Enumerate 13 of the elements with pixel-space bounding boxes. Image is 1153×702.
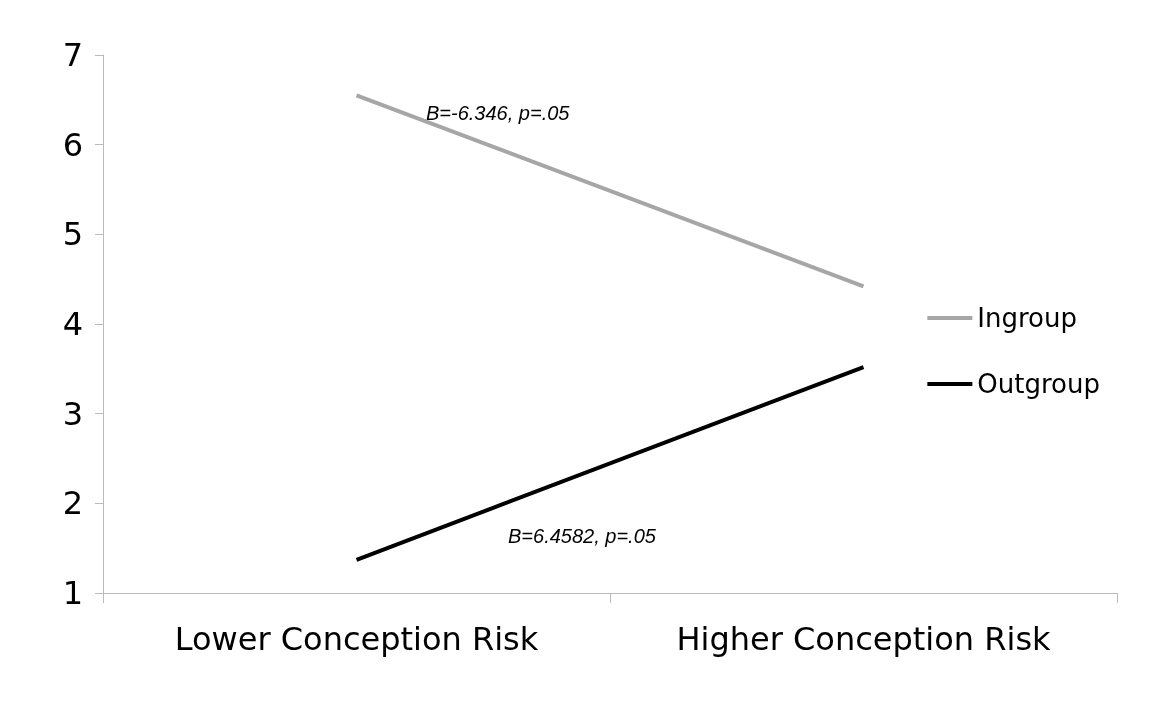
- y-tick-label: 4: [62, 305, 83, 343]
- legend-label: Outgroup: [977, 369, 1101, 399]
- annotation: B=-6.346, p=.05: [426, 102, 571, 124]
- y-tick-label: 6: [62, 125, 83, 164]
- x-tick-label: Lower Conception Risk: [174, 620, 539, 658]
- y-tick-label: 5: [62, 215, 83, 254]
- y-tick-label: 2: [62, 484, 83, 523]
- legend-label: Ingroup: [977, 303, 1078, 333]
- annotation: B=6.4582, p=.05: [508, 525, 657, 547]
- x-tick-label: Higher Conception Risk: [676, 620, 1052, 658]
- y-tick-label: 1: [62, 574, 83, 612]
- y-tick-label: 7: [62, 36, 83, 74]
- y-tick-label: 3: [62, 394, 83, 433]
